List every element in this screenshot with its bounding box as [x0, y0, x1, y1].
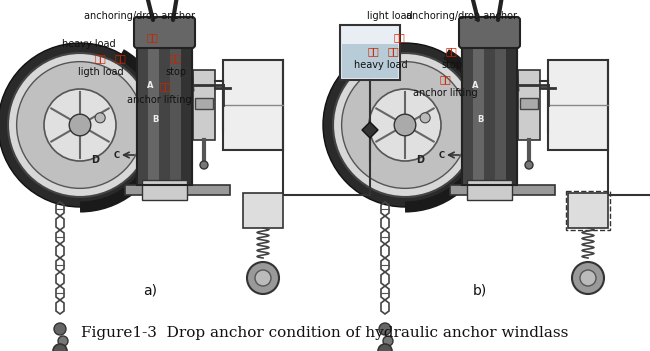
Bar [195, 98, 213, 108]
Text: 起镀: 起镀 [439, 74, 451, 84]
Bar [548, 60, 608, 150]
Circle shape [379, 323, 391, 335]
Circle shape [53, 344, 67, 351]
Text: 停止: 停止 [170, 53, 181, 63]
Circle shape [333, 53, 477, 197]
Polygon shape [362, 122, 378, 138]
Circle shape [200, 161, 208, 169]
Circle shape [54, 323, 66, 335]
Circle shape [342, 62, 469, 188]
Bar [170, 40, 181, 185]
Bar [181, 40, 192, 185]
Circle shape [369, 89, 441, 161]
Bar [125, 185, 230, 195]
Bar [193, 70, 215, 140]
Circle shape [420, 113, 430, 123]
Text: B: B [477, 115, 483, 125]
Text: D: D [91, 155, 99, 165]
Bar [340, 25, 400, 80]
Bar [223, 60, 283, 150]
Circle shape [378, 344, 392, 351]
Text: A: A [147, 80, 153, 90]
Text: anchor lifting: anchor lifting [413, 88, 478, 98]
Text: stop: stop [165, 67, 186, 77]
Text: ligth load: ligth load [78, 67, 124, 77]
Circle shape [580, 270, 596, 286]
Text: A: A [472, 80, 478, 90]
Circle shape [323, 43, 487, 207]
Bar [462, 40, 517, 185]
Text: B: B [152, 115, 158, 125]
Bar [342, 44, 398, 78]
Bar [137, 40, 192, 185]
Text: anchor lifting: anchor lifting [127, 95, 192, 105]
Circle shape [0, 43, 162, 207]
Text: D: D [416, 155, 424, 165]
Circle shape [58, 336, 68, 346]
Circle shape [44, 89, 116, 161]
Circle shape [69, 114, 91, 136]
Text: light load: light load [367, 11, 413, 21]
FancyBboxPatch shape [459, 17, 520, 48]
Bar [462, 40, 473, 185]
Circle shape [525, 161, 533, 169]
Circle shape [394, 114, 416, 136]
FancyBboxPatch shape [134, 17, 195, 48]
Circle shape [95, 113, 105, 123]
Bar [520, 98, 538, 108]
Bar [467, 180, 512, 200]
Text: anchoring/drop anchor: anchoring/drop anchor [406, 11, 517, 21]
Bar [142, 180, 187, 200]
Circle shape [17, 62, 144, 188]
Bar [518, 70, 540, 140]
Bar [243, 193, 283, 228]
Bar [506, 40, 517, 185]
Circle shape [383, 336, 393, 346]
Text: Figure1-3  Drop anchor condition of hydraulic anchor windlass: Figure1-3 Drop anchor condition of hydra… [81, 326, 569, 340]
Bar [484, 40, 495, 185]
Bar [473, 40, 484, 185]
Text: 重载: 重载 [368, 46, 380, 56]
Bar [159, 40, 170, 185]
Text: 起镀: 起镀 [160, 81, 172, 91]
Text: 招镀: 招镀 [394, 32, 406, 42]
Bar [450, 185, 555, 195]
Text: heavy load: heavy load [354, 60, 408, 70]
Bar [495, 40, 506, 185]
Text: 轻载: 轻载 [114, 53, 126, 63]
Circle shape [572, 262, 604, 294]
Text: 重载: 重载 [95, 53, 107, 63]
Bar [566, 191, 610, 230]
Bar [148, 40, 159, 185]
Text: stop: stop [441, 60, 462, 70]
Bar [137, 40, 148, 185]
Circle shape [8, 53, 152, 197]
Circle shape [247, 262, 279, 294]
Text: C: C [439, 151, 445, 159]
Text: C: C [114, 151, 120, 159]
Text: heavy load: heavy load [62, 39, 116, 49]
Text: b): b) [473, 283, 487, 297]
Text: 招镀: 招镀 [147, 32, 159, 42]
Text: a): a) [143, 283, 157, 297]
Text: 停止: 停止 [446, 46, 458, 56]
Text: 轻载: 轻载 [387, 46, 399, 56]
Bar [462, 40, 517, 185]
Text: anchoring/drop anchor: anchoring/drop anchor [84, 11, 195, 21]
Circle shape [255, 270, 271, 286]
Bar [568, 193, 608, 228]
Bar [137, 40, 192, 185]
